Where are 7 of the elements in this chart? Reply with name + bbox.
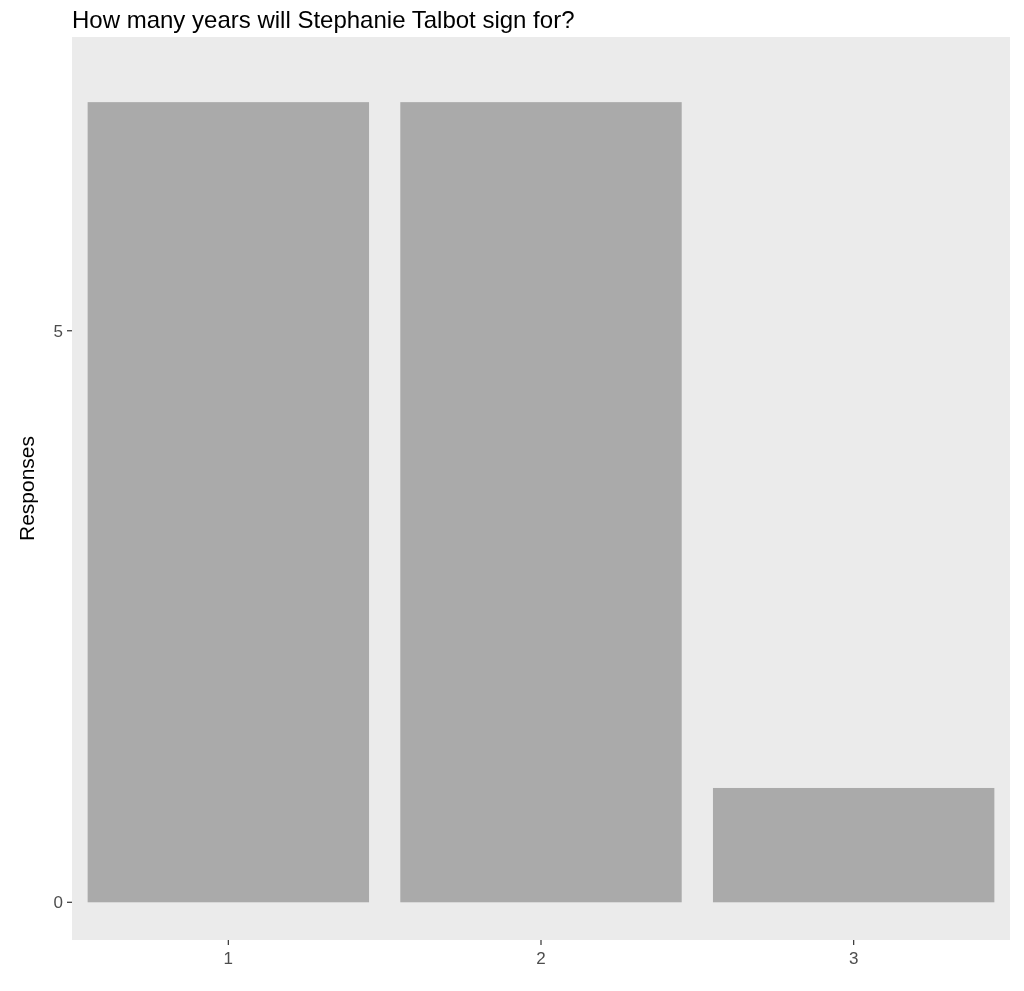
x-tick-label: 2 xyxy=(536,949,546,968)
x-tick-label: 1 xyxy=(223,949,234,968)
x-tick-label: 3 xyxy=(848,949,859,968)
y-axis-title: Responses xyxy=(15,435,38,542)
chart-title: How many years will Stephanie Talbot sign for? xyxy=(72,6,575,33)
y-tick-label: 5 xyxy=(53,321,63,341)
y-tick-label: 0 xyxy=(53,893,63,913)
